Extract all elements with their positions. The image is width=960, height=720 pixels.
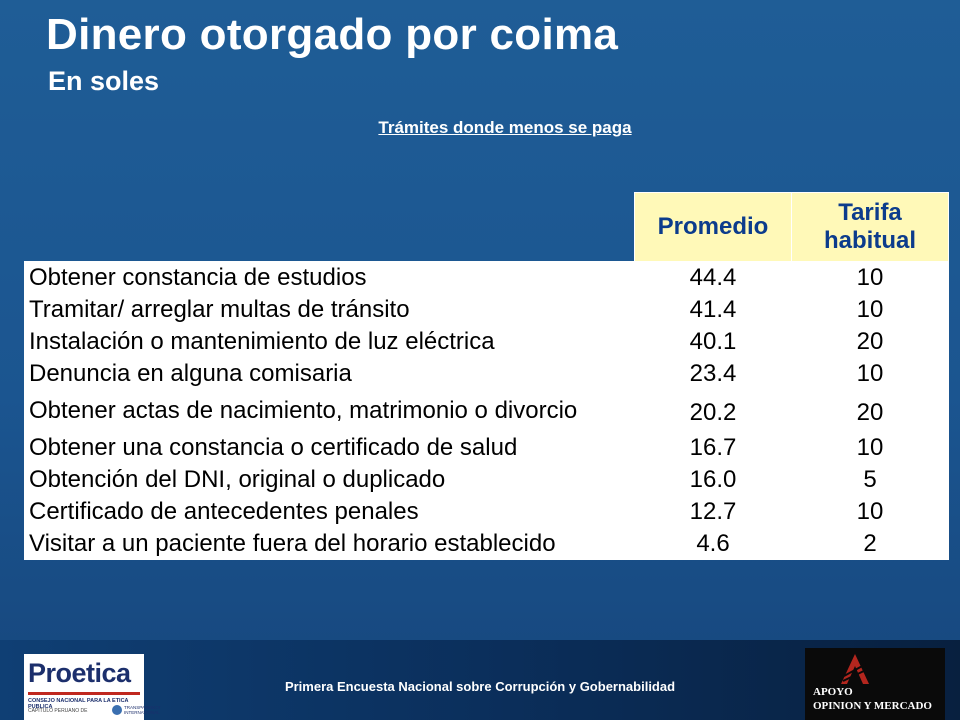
table-row: Tramitar/ arreglar multas de tránsito 41… (24, 293, 949, 326)
row-label: Instalación o mantenimiento de luz eléct… (24, 325, 635, 358)
proetica-logo-bar (28, 692, 140, 695)
promedio-value: 4.6 (634, 527, 792, 560)
tarifa-value: 10 (791, 357, 949, 390)
page-title: Dinero otorgado por coima (46, 10, 619, 59)
tarifa-value: 5 (791, 463, 949, 496)
row-label: Visitar a un paciente fuera del horario … (24, 527, 635, 560)
promedio-value: 16.7 (634, 431, 792, 464)
tarifa-value: 10 (791, 261, 949, 294)
table-row: Obtener una constancia o certificado de … (24, 431, 949, 464)
row-label: Certificado de antecedentes penales (24, 495, 635, 528)
apoyo-emblem-icon (841, 654, 869, 684)
tarifa-value: 10 (791, 293, 949, 326)
promedio-value: 20.2 (634, 389, 792, 432)
table-row: Obtención del DNI, original o duplicado … (24, 463, 949, 496)
footer-text: Primera Encuesta Nacional sobre Corrupci… (284, 679, 676, 694)
apoyo-logo-line1: APOYO (813, 686, 853, 698)
proetica-logo-name: Proetica (28, 658, 131, 688)
table-row: Obtener constancia de estudios 44.4 10 (24, 261, 949, 294)
table-row: Denuncia en alguna comisaria 23.4 10 (24, 357, 949, 390)
table-caption: Trámites donde menos se paga (378, 118, 632, 137)
globe-icon (112, 705, 122, 715)
proetica-logo-line1: CONSEJO NACIONAL PARA LA ETICA PUBLICA (28, 698, 129, 710)
proetica-logo: Proetica CONSEJO NACIONAL PARA LA ETICA … (24, 654, 161, 720)
row-label: Obtener una constancia o certificado de … (24, 431, 635, 464)
footer-band (0, 640, 960, 720)
proetica-logo-line2: CAPITULO PERUANO DE (28, 708, 88, 714)
row-label: Obtener constancia de estudios (24, 261, 635, 294)
promedio-value: 16.0 (634, 463, 792, 496)
tarifa-value: 10 (791, 431, 949, 464)
column-header-promedio: Promedio (634, 192, 792, 262)
promedio-value: 23.4 (634, 357, 792, 390)
tarifa-value: 10 (791, 495, 949, 528)
promedio-value: 41.4 (634, 293, 792, 326)
proetica-logo-line3: TRANSPARENCY INTERNATIONAL (124, 705, 161, 715)
tarifa-value: 2 (791, 527, 949, 560)
table-header-row: Promedio Tarifa habitual (25, 192, 949, 262)
bribe-table: Promedio Tarifa habitual Obtener constan… (24, 192, 949, 560)
table-row: Instalación o mantenimiento de luz eléct… (24, 325, 949, 358)
promedio-value: 44.4 (634, 261, 792, 294)
row-label: Denuncia en alguna comisaria (24, 357, 635, 390)
row-label: Obtener actas de nacimiento, matrimonio … (24, 389, 635, 432)
table-row: Certificado de antecedentes penales 12.7… (24, 495, 949, 528)
tarifa-value: 20 (791, 389, 949, 432)
header-empty-cell (25, 193, 635, 262)
tarifa-value: 20 (791, 325, 949, 358)
apoyo-logo-line2: OPINION Y MERCADO (813, 700, 932, 712)
promedio-value: 40.1 (634, 325, 792, 358)
apoyo-logo: APOYO OPINION Y MERCADO (805, 648, 945, 720)
row-label: Tramitar/ arreglar multas de tránsito (24, 293, 635, 326)
column-header-tarifa-habitual: Tarifa habitual (791, 192, 949, 262)
promedio-value: 12.7 (634, 495, 792, 528)
row-label: Obtención del DNI, original o duplicado (24, 463, 635, 496)
page-subtitle: En soles (48, 66, 160, 96)
table-row: Obtener actas de nacimiento, matrimonio … (24, 389, 949, 432)
table-row: Visitar a un paciente fuera del horario … (24, 527, 949, 560)
